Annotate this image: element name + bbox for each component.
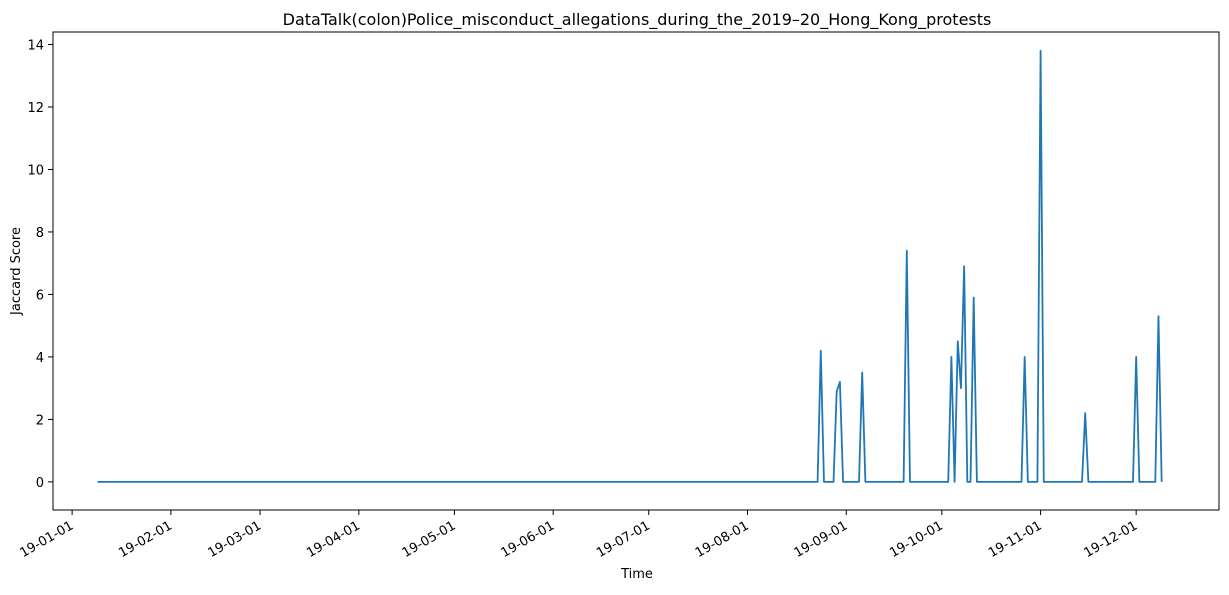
y-axis: 0 2 4 6 8 10 12 14 <box>27 38 53 491</box>
y-tick-label: 2 <box>36 413 44 428</box>
y-tick-label: 8 <box>36 226 44 241</box>
y-axis-label: Jaccard Score <box>9 227 24 316</box>
y-tick-label: 10 <box>27 163 44 178</box>
y-tick-label: 0 <box>36 476 44 491</box>
plot-frame <box>52 31 1220 511</box>
y-tick-label: 12 <box>27 101 44 116</box>
y-tick-label: 6 <box>36 288 44 303</box>
y-tick-label: 14 <box>27 38 44 53</box>
y-tick-label: 4 <box>36 351 44 366</box>
chart-title: DataTalk(colon)Police_misconduct_allegat… <box>283 10 992 30</box>
plot-area <box>97 49 1163 483</box>
series-line <box>97 49 1163 483</box>
x-axis-label: Time <box>620 567 653 582</box>
